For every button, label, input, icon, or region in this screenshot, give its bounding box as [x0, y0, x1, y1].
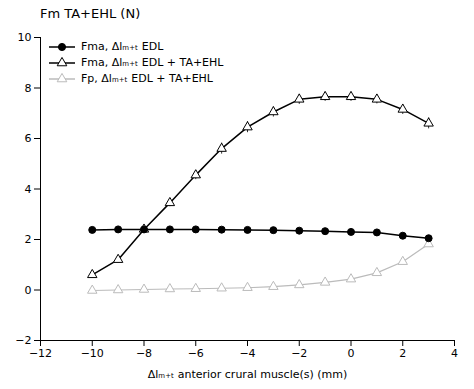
- html-text:Fm TA+EHL (N): Fm TA+EHL (N): [40, 6, 141, 21]
- html-text:Fp, Δlₘ₊ₜ EDL + TA+EHL: Fp, Δlₘ₊ₜ EDL + TA+EHL: [81, 72, 213, 85]
- svg-text:4: 4: [451, 347, 458, 360]
- svg-text:0: 0: [348, 347, 355, 360]
- svg-text:−12: −12: [29, 347, 52, 360]
- svg-text:−6: −6: [188, 347, 204, 360]
- svg-text:10: 10: [18, 31, 32, 44]
- svg-text:8: 8: [25, 82, 32, 95]
- html-text:Fma, Δlₘ₊ₜ EDL + TA+EHL: Fma, Δlₘ₊ₜ EDL + TA+EHL: [81, 56, 224, 69]
- svg-text:6: 6: [25, 132, 32, 145]
- svg-text:−2: −2: [291, 347, 307, 360]
- svg-text:Δlₘ₊ₜ anterior crural muscle(s: Δlₘ₊ₜ anterior crural muscle(s) (mm): [148, 368, 348, 381]
- svg-text:−10: −10: [81, 347, 104, 360]
- svg-text:4: 4: [25, 183, 32, 196]
- svg-text:−2: −2: [15, 334, 31, 347]
- svg-text:2: 2: [399, 347, 406, 360]
- svg-text:0: 0: [25, 284, 32, 297]
- svg-text:−4: −4: [239, 347, 255, 360]
- svg-text:2: 2: [25, 233, 32, 246]
- svg-text:−8: −8: [136, 347, 152, 360]
- html-text:Fma, Δlₘ₊ₜ EDL: Fma, Δlₘ₊ₜ EDL: [81, 40, 164, 53]
